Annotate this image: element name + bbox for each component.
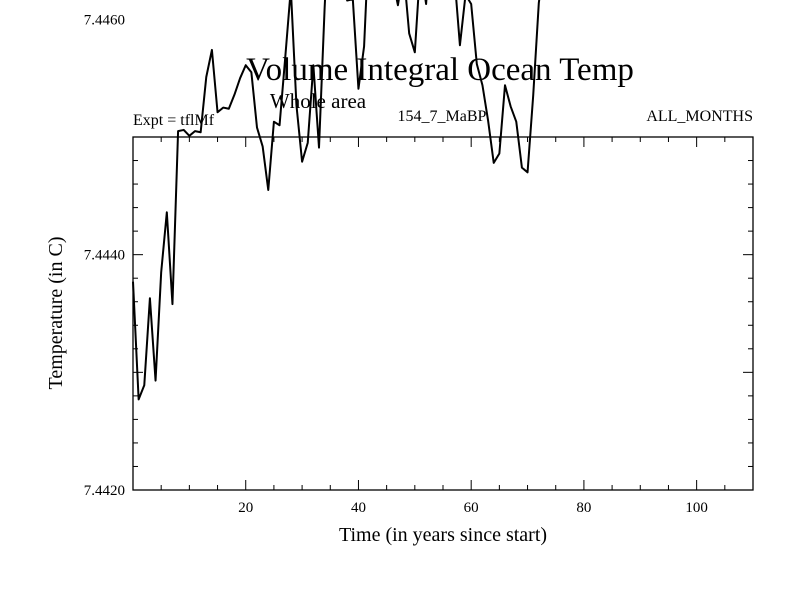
chart-subtitle: Whole area [270, 89, 367, 113]
y-axis-ticks [133, 136, 753, 491]
chart-title: Volume Integral Ocean Temp [246, 52, 634, 88]
x-tick-label: 60 [464, 500, 479, 516]
x-tick-label: 20 [238, 500, 253, 516]
x-axis-label: Time (in years since start) [339, 524, 547, 546]
x-tick-label: 80 [576, 500, 591, 516]
x-tick-label: 100 [685, 500, 708, 516]
x-axis-tick-labels: 20 40 60 80 100 [238, 500, 708, 516]
x-axis-ticks [132, 137, 754, 490]
months-label: ALL_MONTHS [646, 108, 753, 125]
experiment-label: Expt = tflMf [133, 112, 215, 129]
x-tick-label: 40 [351, 500, 366, 516]
y-tick-label: 7.4440 [84, 248, 125, 264]
y-tick-label: 7.4460 [84, 12, 125, 28]
plot-frame [132, 136, 754, 491]
y-axis-label: Temperature (in C) [45, 237, 67, 390]
temperature-series-line [132, 0, 541, 401]
period-label: 154_7_MaBP [398, 108, 487, 125]
y-tick-label: 7.4420 [84, 483, 125, 499]
